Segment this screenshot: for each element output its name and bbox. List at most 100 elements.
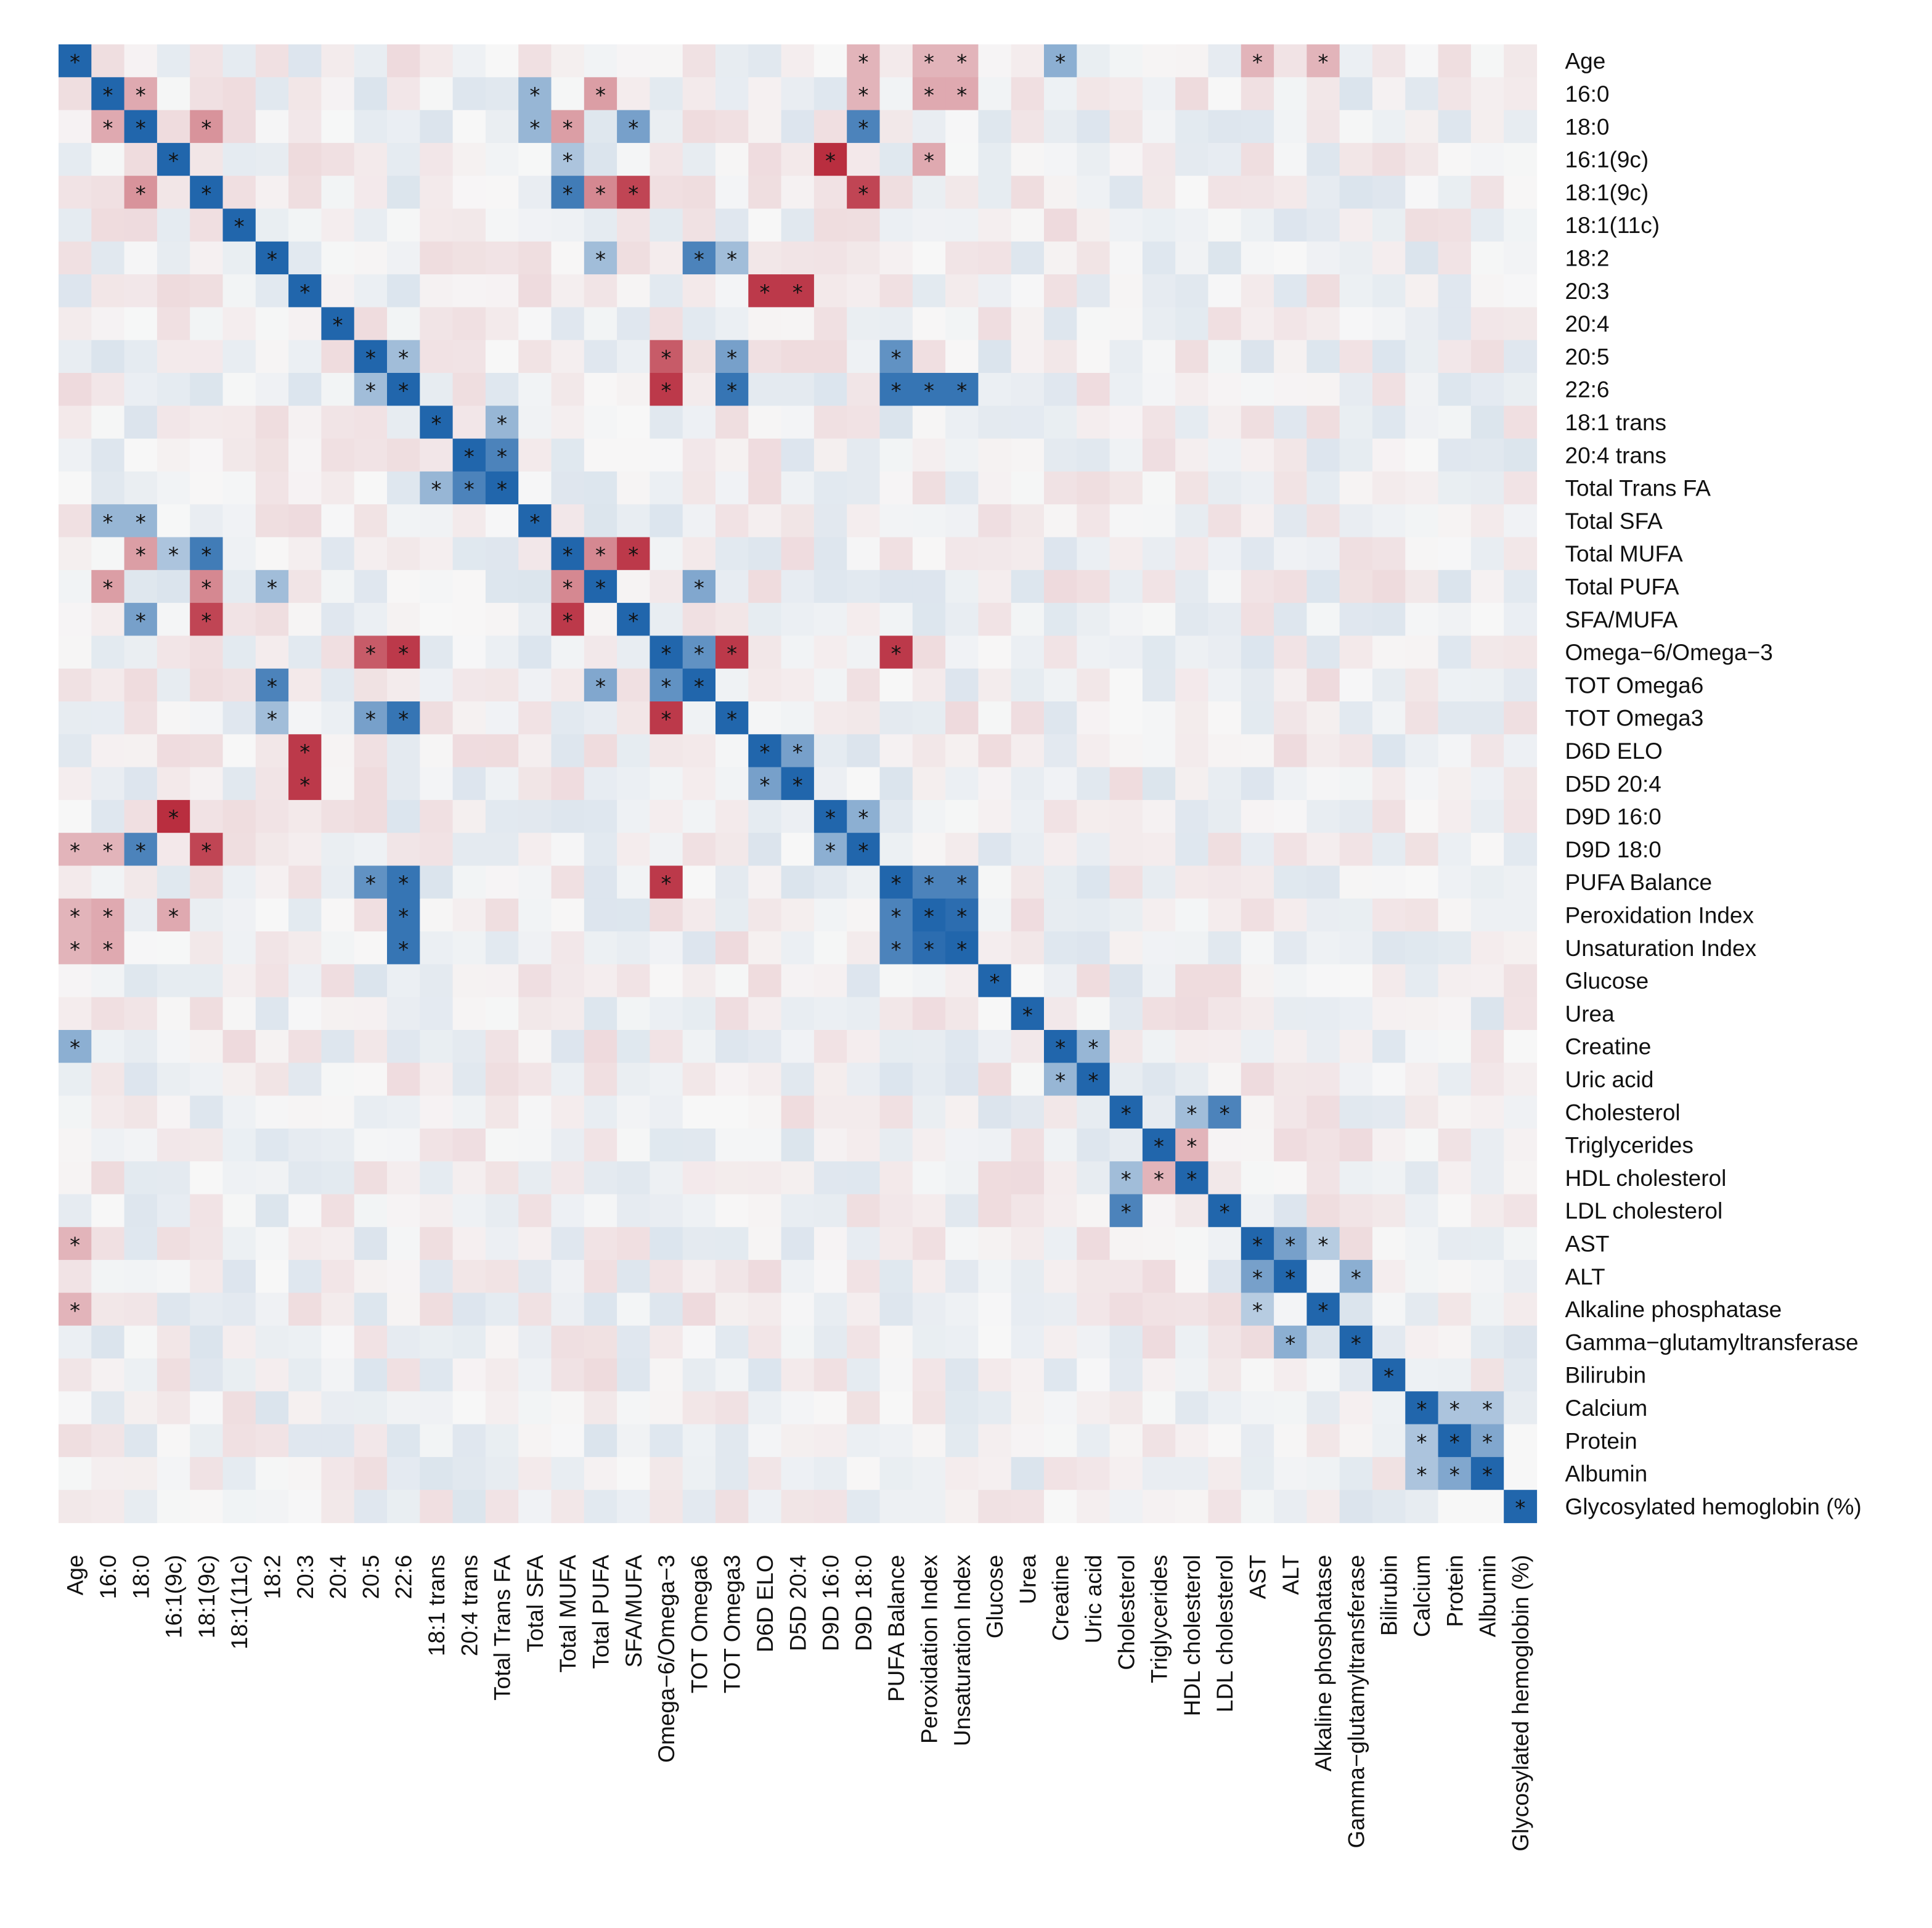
heatmap-cell <box>255 1325 289 1359</box>
row-label: Total MUFA <box>1565 541 1684 566</box>
heatmap-cell <box>1438 110 1472 144</box>
heatmap-cell <box>1504 931 1538 965</box>
column-label: Glycosylated hemoglobin (%) <box>1508 1555 1533 1852</box>
heatmap-cell <box>255 504 289 538</box>
significance-star: * <box>924 51 934 75</box>
significance-star: * <box>1055 1036 1066 1061</box>
heatmap-cell <box>1438 1227 1472 1260</box>
heatmap-cell <box>157 110 190 144</box>
column-labels: Age 16:0 18:0 16:1(9c) 18:1(9c) 18:1(11c) 18:2… <box>63 1554 1533 1852</box>
significance-star: * <box>70 1233 80 1257</box>
heatmap-cell <box>222 208 256 242</box>
heatmap-cell <box>1175 176 1209 210</box>
heatmap-cell <box>420 1325 454 1359</box>
heatmap-cell <box>1438 142 1472 176</box>
heatmap-cell <box>1208 1063 1242 1097</box>
heatmap-cell <box>978 570 1012 603</box>
heatmap-cell <box>1405 1095 1439 1129</box>
heatmap-cell <box>945 340 979 374</box>
heatmap-cell <box>551 701 585 735</box>
heatmap-cell <box>945 1030 979 1063</box>
heatmap-cell <box>321 44 355 78</box>
heatmap-cell <box>124 1095 158 1129</box>
heatmap-cell <box>715 1358 749 1392</box>
column-label: Glucose <box>982 1555 1008 1639</box>
heatmap-cell <box>1077 274 1111 308</box>
significance-star: * <box>563 609 573 634</box>
significance-star: * <box>1285 1233 1295 1257</box>
heatmap-cell <box>1044 1063 1077 1097</box>
heatmap-cell <box>1438 274 1472 308</box>
heatmap-cell <box>879 898 913 932</box>
heatmap-cell <box>124 1325 158 1359</box>
row-label: D9D 16:0 <box>1565 804 1661 830</box>
heatmap-cell <box>847 471 881 505</box>
column-label: Total Trans FA <box>490 1554 515 1701</box>
heatmap-cell <box>518 1391 552 1425</box>
significance-star: * <box>956 937 967 962</box>
heatmap-cell <box>650 1260 683 1293</box>
heatmap-cell <box>190 767 224 801</box>
heatmap-cell <box>1306 635 1340 669</box>
heatmap-cell <box>485 734 519 768</box>
heatmap-cell <box>255 1358 289 1392</box>
heatmap-cell <box>1077 865 1111 899</box>
column-label: Uric acid <box>1081 1555 1106 1644</box>
heatmap-cell <box>551 176 585 210</box>
heatmap-cell <box>584 1095 618 1129</box>
heatmap-cell <box>518 1325 552 1359</box>
heatmap-cell <box>1011 307 1045 341</box>
heatmap-cell <box>1372 898 1406 932</box>
heatmap-cell <box>617 833 650 867</box>
row-label: 22:6 <box>1565 377 1610 402</box>
heatmap-cell <box>1208 1424 1242 1458</box>
significance-star: * <box>858 806 868 831</box>
heatmap-cell <box>1208 274 1242 308</box>
heatmap-cell <box>485 537 519 571</box>
significance-star: * <box>136 116 146 141</box>
heatmap-cell <box>715 1194 749 1228</box>
significance-star: * <box>1022 1003 1033 1027</box>
heatmap-cell <box>255 1095 289 1129</box>
heatmap-cell <box>847 1260 881 1293</box>
heatmap-cell <box>748 734 782 768</box>
row-label: Calcium <box>1565 1395 1648 1421</box>
heatmap-cell <box>91 110 125 144</box>
heatmap-cell <box>1077 537 1111 571</box>
heatmap-cell <box>387 340 420 374</box>
heatmap-cell <box>1077 1325 1111 1359</box>
heatmap-cell <box>452 997 486 1031</box>
significance-star: * <box>102 904 113 929</box>
heatmap-cell <box>1470 603 1504 636</box>
heatmap-cell <box>551 537 585 571</box>
heatmap-cell <box>978 1095 1012 1129</box>
heatmap-cell <box>682 373 716 406</box>
heatmap-cell <box>650 241 683 275</box>
heatmap-cell <box>978 1391 1012 1425</box>
heatmap-cell <box>1274 1063 1307 1097</box>
heatmap-cell <box>190 931 224 965</box>
row-label: 16:0 <box>1565 81 1610 107</box>
heatmap-cell <box>452 635 486 669</box>
heatmap-cell <box>387 208 420 242</box>
heatmap-cell <box>157 274 190 308</box>
heatmap-cell <box>813 734 847 768</box>
heatmap-cell <box>584 1391 618 1425</box>
heatmap-cell <box>1011 1030 1045 1063</box>
heatmap-cell <box>452 734 486 768</box>
heatmap-cell <box>1438 1095 1472 1129</box>
heatmap-cell <box>813 1194 847 1228</box>
heatmap-cell <box>420 504 454 538</box>
heatmap-cell <box>912 1456 946 1490</box>
heatmap-cell <box>1241 142 1274 176</box>
heatmap-cell <box>124 603 158 636</box>
heatmap-cell <box>1504 208 1538 242</box>
heatmap-cell <box>617 110 650 144</box>
heatmap-cell <box>485 1293 519 1326</box>
heatmap-cell <box>1109 767 1143 801</box>
heatmap-cell <box>1438 1325 1472 1359</box>
heatmap-cell <box>912 767 946 801</box>
heatmap-cell <box>945 44 979 78</box>
heatmap-cell <box>1175 603 1209 636</box>
heatmap-cell <box>1208 471 1242 505</box>
